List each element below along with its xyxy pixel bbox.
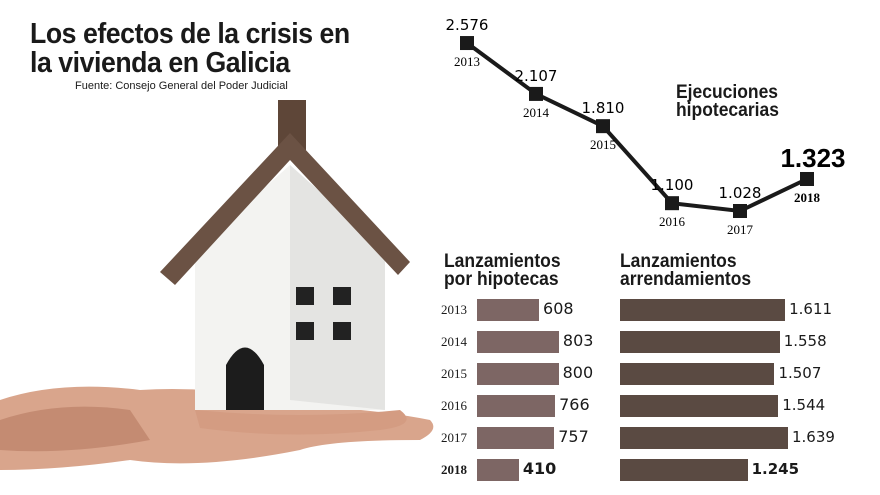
line-year-label: 2014 [523,105,550,120]
bar-hipotecas [477,427,555,449]
line-data-label: 2.576 [446,16,489,34]
bar-hipotecas [477,363,559,385]
arrendamientos-title-2: arrendamientos [620,269,752,290]
page-title: Los efectos de la crisis en la vivienda … [30,20,350,78]
arrendamientos-title-1: Lanzamientos [620,251,737,272]
line-data-label: 1.028 [719,184,762,202]
line-point [460,36,474,51]
bar-arrendamientos [620,395,779,417]
bar-hipotecas-label: 608 [543,299,574,318]
bar-arrendamientos-label: 1.507 [778,364,822,382]
bar-hipotecas [477,331,559,353]
bar-arrendamientos-label: 1.639 [791,428,835,446]
bar-year-label: 2015 [441,366,467,381]
bar-hipotecas-label: 766 [559,395,590,414]
bar-arrendamientos [620,427,788,449]
line-year-label: 2015 [590,137,616,152]
bar-year-label: 2014 [441,334,467,349]
bar-arrendamientos [620,331,780,353]
bar-hipotecas-label: 410 [522,459,557,478]
line-data-label: 1.810 [582,99,625,117]
bar-year-label: 2017 [441,430,467,445]
line-point [800,171,814,186]
line-year-label: 2017 [727,222,754,237]
title-line-1: Los efectos de la crisis en [30,18,350,50]
bar-arrendamientos-label: 1.245 [751,460,800,478]
line-data-label: 1.323 [780,143,845,173]
line-year-label: 2013 [454,54,480,69]
hipotecas-title: Lanzamientos por hipotecas [444,251,561,290]
line-title-1: Ejecuciones [676,82,779,103]
hipotecas-title-2: por hipotecas [444,269,559,290]
bar-year-label: 2016 [441,398,467,413]
line-chart-title: Ejecuciones hipotecarias [676,82,779,121]
bar-hipotecas-label: 800 [562,363,594,382]
line-data-label: 1.100 [651,176,694,194]
house-in-hand-illustration [0,100,434,470]
line-data-label: 2.107 [515,67,558,85]
line-title-2: hipotecarias [676,100,779,121]
line-point [733,204,747,218]
title-line-2: la vivienda en Galicia [30,47,290,79]
arrendamientos-title: Lanzamientos arrendamientos [620,251,752,290]
hipotecas-title-1: Lanzamientos [444,251,561,272]
line-point [596,119,610,134]
bar-hipotecas [477,459,519,481]
bar-arrendamientos-label: 1.544 [782,396,826,414]
line-year-label: 2016 [659,214,686,229]
line-point [529,86,543,101]
line-point [665,196,679,211]
bar-hipotecas [477,299,540,321]
bar-year-label: 2018 [441,462,467,477]
bar-year-label: 2013 [441,302,467,317]
ejecuciones-line-chart: 2.576 2013 2.107 2014 1.810 2015 1.100 2016 1.02… [446,16,846,237]
bar-arrendamientos [620,363,775,385]
bar-arrendamientos-label: 1.611 [789,300,833,318]
bar-arrendamientos [620,459,748,481]
line-series [465,41,808,214]
bar-arrendamientos [620,299,786,321]
bar-arrendamientos-label: 1.558 [783,332,827,350]
bar-hipotecas-label: 803 [562,331,594,350]
source-note: Fuente: Consejo General del Poder Judici… [75,80,288,92]
bar-hipotecas [477,395,556,417]
line-year-label: 2018 [794,190,821,205]
bar-hipotecas-label: 757 [558,427,589,446]
